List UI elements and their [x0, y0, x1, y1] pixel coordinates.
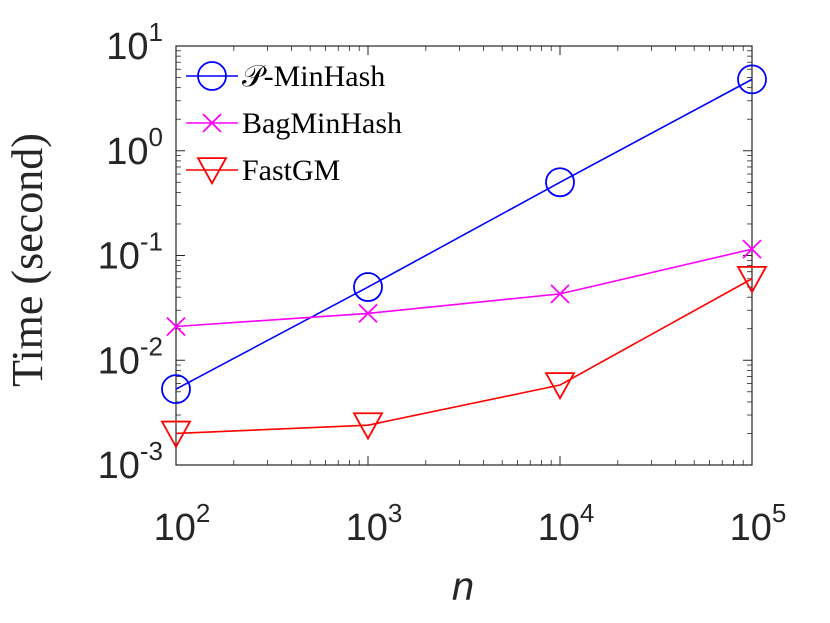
series-1 [166, 239, 762, 337]
series-line [175, 78, 753, 390]
plot-frame [175, 45, 753, 466]
series-line [175, 248, 753, 328]
x-marker [166, 316, 186, 337]
y-tick-label: 100 [106, 122, 163, 173]
circle-marker [161, 374, 191, 405]
y-tick-label: 10-2 [98, 331, 163, 382]
x-tick-label: 104 [538, 498, 595, 549]
axes: 10-3 10-2 10-1 100 101 102 103 104 105 [98, 17, 787, 549]
x-tick-label: 102 [154, 498, 211, 549]
y-tick-label: 101 [106, 17, 163, 68]
legend-label: BagMinHash [242, 107, 402, 140]
y-tick-label: 10-3 [98, 436, 163, 487]
circle-marker [545, 167, 575, 198]
triangle-down-marker [544, 372, 576, 401]
triangle-down-marker [352, 412, 384, 441]
series-0 [161, 64, 767, 405]
circle-marker [353, 272, 383, 302]
x-marker [202, 113, 222, 133]
x-tick-label: 103 [346, 498, 403, 549]
x-axis-label: n [452, 565, 474, 609]
triangle-down-marker [736, 265, 768, 294]
x-marker [550, 284, 570, 304]
legend: 𝒫-MinHash BagMinHash FastGM [186, 60, 402, 187]
series-2 [160, 265, 768, 449]
x-marker [358, 303, 378, 324]
circle-marker [197, 61, 227, 91]
legend-label: FastGM [242, 154, 340, 187]
circle-marker [737, 64, 767, 95]
x-tick-label: 105 [730, 498, 787, 549]
triangle-down-marker [160, 420, 192, 449]
y-axis-label: Time (second) [3, 133, 52, 387]
y-tick-label: 10-1 [98, 227, 163, 278]
series-line [175, 278, 753, 435]
triangle-down-marker [196, 157, 228, 186]
x-marker [742, 239, 762, 259]
plot-series [160, 64, 768, 449]
legend-label: 𝒫-MinHash [242, 60, 385, 93]
